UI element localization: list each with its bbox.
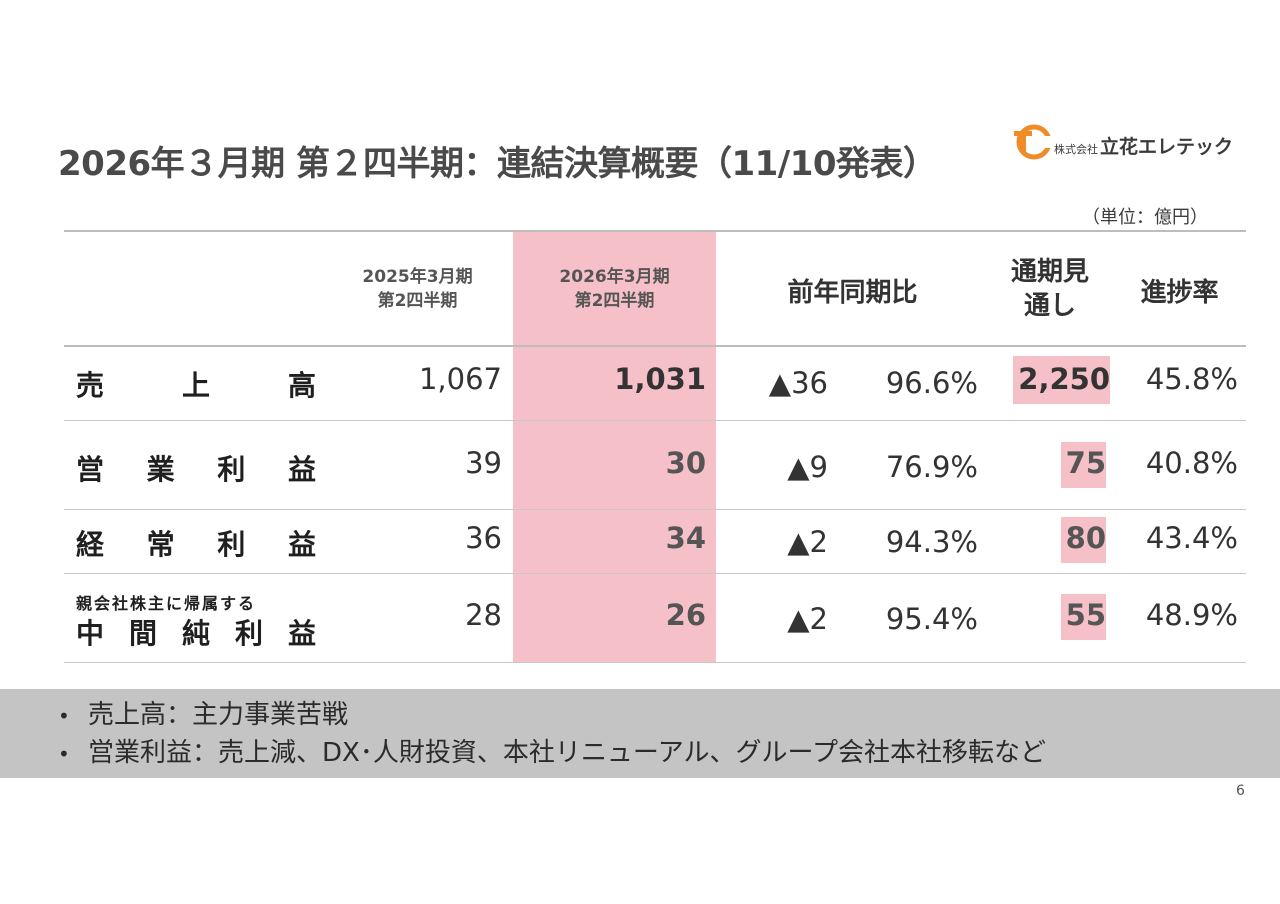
ord-profit-diff: ▲2 xyxy=(787,525,828,559)
label-char: 経 xyxy=(76,528,105,561)
ord-profit-prev: 36 xyxy=(465,521,502,555)
tc-logo-icon xyxy=(1014,124,1052,160)
header-curr-period: 2026年3月期 第2四半期 xyxy=(523,265,706,313)
op-profit-forecast-highlight xyxy=(1061,442,1106,488)
label-char: 益 xyxy=(287,617,316,650)
logo-company-name: 株式会社 立花エレテック xyxy=(1054,132,1233,159)
note-text: 売上高：主力事業苦戦 xyxy=(88,700,349,730)
label-char: 利 xyxy=(217,453,246,486)
label-char: 間 xyxy=(128,617,157,650)
header-curr-line1: 2026年3月期 xyxy=(559,267,670,287)
sales-diff: ▲36 xyxy=(768,366,828,400)
ord-profit-forecast: 80 xyxy=(1065,521,1106,555)
table-top-rule xyxy=(64,230,1246,232)
label-char: 利 xyxy=(217,528,246,561)
label-char: 純 xyxy=(181,617,210,650)
sales-forecast-highlight xyxy=(1013,356,1110,404)
current-period-highlight xyxy=(513,231,716,663)
note-item: • 営業利益：売上減、DX･人財投資、本社リニューアル、グループ会社本社移転など xyxy=(58,732,1046,769)
label-char: 利 xyxy=(234,617,263,650)
row-divider-2 xyxy=(64,509,1246,510)
op-profit-ratio: 76.9% xyxy=(885,450,978,484)
label-char: 上 xyxy=(181,369,210,402)
unit-note: （単位：億円） xyxy=(1082,207,1208,228)
row-label-operating-profit: 営 業 利 益 xyxy=(76,448,316,488)
header-prev-line2: 第2四半期 xyxy=(377,291,458,311)
logo-company-main: 立花エレテック xyxy=(1100,136,1234,158)
op-profit-progress: 40.8% xyxy=(1145,446,1238,480)
row-divider-1 xyxy=(64,420,1246,421)
header-curr-line2: 第2四半期 xyxy=(574,291,655,311)
label-char: 営 xyxy=(76,453,105,486)
table-bottom-rule xyxy=(64,662,1246,663)
net-income-prev: 28 xyxy=(465,598,502,632)
company-logo: 株式会社 立花エレテック xyxy=(1012,122,1252,162)
label-char: 売 xyxy=(76,369,105,402)
label-char: 益 xyxy=(287,528,316,561)
header-forecast-line2: 通し xyxy=(1023,291,1076,321)
notes-band xyxy=(0,689,1280,778)
header-prev-line1: 2025年3月期 xyxy=(362,267,473,287)
ord-profit-curr: 34 xyxy=(665,521,706,555)
sales-curr: 1,031 xyxy=(614,362,706,396)
row-label-sales: 売 上 高 xyxy=(76,364,316,404)
header-forecast: 通期見 通し xyxy=(995,255,1105,323)
sales-prev: 1,067 xyxy=(418,362,502,396)
net-income-forecast: 55 xyxy=(1065,598,1106,632)
page-number: 6 xyxy=(1236,783,1245,799)
label-char: 益 xyxy=(287,453,316,486)
bullet-icon: • xyxy=(58,741,70,766)
page-title: 2026年３月期 第２四半期：連結決算概要（11/10発表） xyxy=(58,144,937,184)
logo-company-prefix: 株式会社 xyxy=(1054,143,1098,156)
header-forecast-line1: 通期見 xyxy=(1010,257,1089,287)
net-income-curr: 26 xyxy=(665,598,706,632)
ord-profit-progress: 43.4% xyxy=(1145,521,1238,555)
op-profit-curr: 30 xyxy=(665,446,706,480)
label-char: 高 xyxy=(287,369,316,402)
row-label-ordinary-profit: 経 常 利 益 xyxy=(76,523,316,563)
op-profit-diff: ▲9 xyxy=(787,450,828,484)
net-income-ratio: 95.4% xyxy=(885,602,978,636)
bullet-icon: • xyxy=(58,703,70,728)
row-label-net-income: 中 間 純 利 益 xyxy=(76,612,316,652)
header-prev-period: 2025年3月期 第2四半期 xyxy=(330,265,505,313)
label-char: 中 xyxy=(76,617,105,650)
net-income-forecast-highlight xyxy=(1061,594,1106,640)
label-char: 業 xyxy=(146,453,175,486)
ord-profit-forecast-highlight xyxy=(1061,517,1106,563)
sales-forecast: 2,250 xyxy=(1018,362,1110,396)
row-label-net-income-top: 親会社株主に帰属する xyxy=(76,594,257,613)
sales-progress: 45.8% xyxy=(1145,362,1238,396)
note-item: • 売上高：主力事業苦戦 xyxy=(58,694,348,731)
net-income-diff: ▲2 xyxy=(787,602,828,636)
header-yoy: 前年同期比 xyxy=(787,278,918,308)
label-char: 常 xyxy=(146,528,175,561)
ord-profit-ratio: 94.3% xyxy=(885,525,978,559)
header-progress: 進捗率 xyxy=(1140,278,1219,308)
net-income-progress: 48.9% xyxy=(1145,598,1238,632)
header-bottom-rule xyxy=(64,345,1246,347)
note-text: 営業利益：売上減、DX･人財投資、本社リニューアル、グループ会社本社移転など xyxy=(88,738,1046,768)
row-divider-3 xyxy=(64,573,1246,574)
sales-ratio: 96.6% xyxy=(885,366,978,400)
op-profit-forecast: 75 xyxy=(1065,446,1106,480)
op-profit-prev: 39 xyxy=(465,446,502,480)
